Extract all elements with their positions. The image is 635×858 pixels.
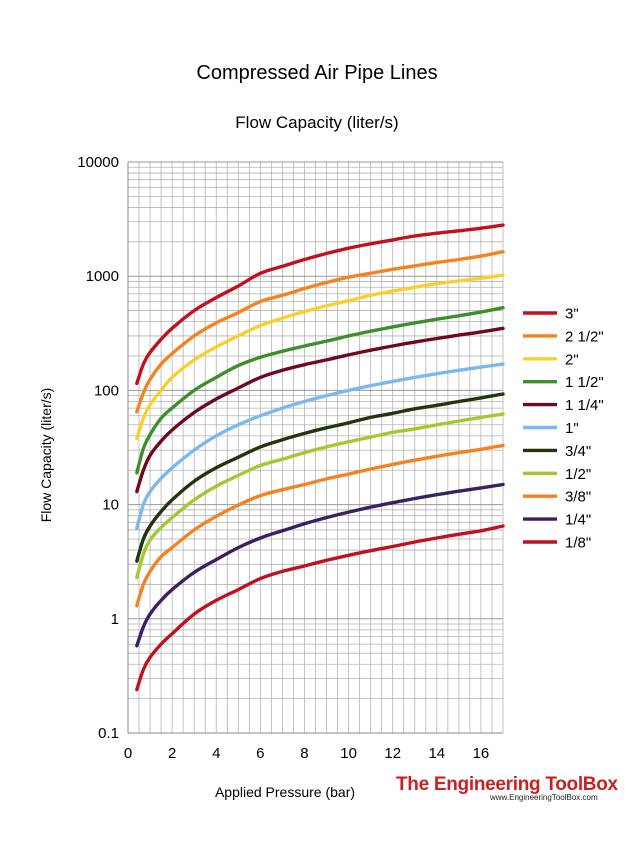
- legend-label: 3/4": [565, 443, 591, 460]
- legend: 3" 2 1/2" 2" 1 1/2" 1 1/4" 1" 3/4" 1/2" 3/8" 1/4"…: [523, 306, 604, 552]
- series-line: [135, 223, 505, 386]
- legend-label: 3": [565, 306, 579, 323]
- y-tick-label: 1: [111, 611, 119, 628]
- plot-series: [135, 223, 505, 692]
- x-tick-label: 4: [212, 745, 220, 762]
- legend-label: 2 1/2": [565, 328, 604, 345]
- y-tick-label: 10: [102, 497, 119, 514]
- series-line: [135, 250, 505, 414]
- x-tick-label: 14: [428, 745, 445, 762]
- y-tick-label: 100: [94, 382, 119, 399]
- legend-label: 1/8": [565, 535, 591, 552]
- x-tick-label: 0: [124, 745, 132, 762]
- x-tick-label: 2: [168, 745, 176, 762]
- legend-label: 1": [565, 420, 579, 437]
- series-line: [135, 443, 505, 608]
- logo-title: The Engineering ToolBox: [396, 774, 619, 795]
- series-line: [135, 306, 505, 475]
- logo-url: www.EngineeringToolBox.com: [489, 793, 598, 802]
- chart-subtitle: Flow Capacity (liter/s): [235, 113, 398, 132]
- y-tick-label: 10000: [77, 154, 119, 171]
- legend-label: 3/8": [565, 489, 591, 506]
- x-tick-label: 16: [473, 745, 490, 762]
- x-tick-label: 8: [300, 745, 308, 762]
- x-tick-label: 12: [384, 745, 401, 762]
- grid: [127, 161, 504, 734]
- x-tick-label: 10: [340, 745, 357, 762]
- series-line: [135, 524, 505, 692]
- y-tick-label: 1000: [86, 268, 119, 285]
- series-line: [135, 362, 505, 530]
- series-line: [135, 482, 505, 648]
- y-axis-label: Flow Capacity (liter/s): [38, 388, 54, 523]
- series-line: [135, 326, 505, 494]
- series-line: [135, 273, 505, 441]
- x-tick-label: 6: [256, 745, 264, 762]
- legend-label: 2": [565, 351, 579, 368]
- legend-label: 1 1/4": [565, 397, 604, 414]
- legend-label: 1 1/2": [565, 374, 604, 391]
- legend-label: 1/2": [565, 466, 591, 483]
- x-axis-label: Applied Pressure (bar): [215, 784, 355, 800]
- y-tick-label: 0.1: [98, 725, 119, 742]
- engineering-toolbox-logo: The Engineering ToolBox www.EngineeringT…: [396, 774, 619, 802]
- legend-label: 1/4": [565, 512, 591, 529]
- axes: 0 2 4 6 8 10 12 14 16 0.1 1 10 100 1000 10000: [77, 154, 503, 762]
- series-line: [135, 392, 505, 563]
- series-line: [135, 412, 505, 580]
- chart-title: Compressed Air Pipe Lines: [196, 62, 437, 84]
